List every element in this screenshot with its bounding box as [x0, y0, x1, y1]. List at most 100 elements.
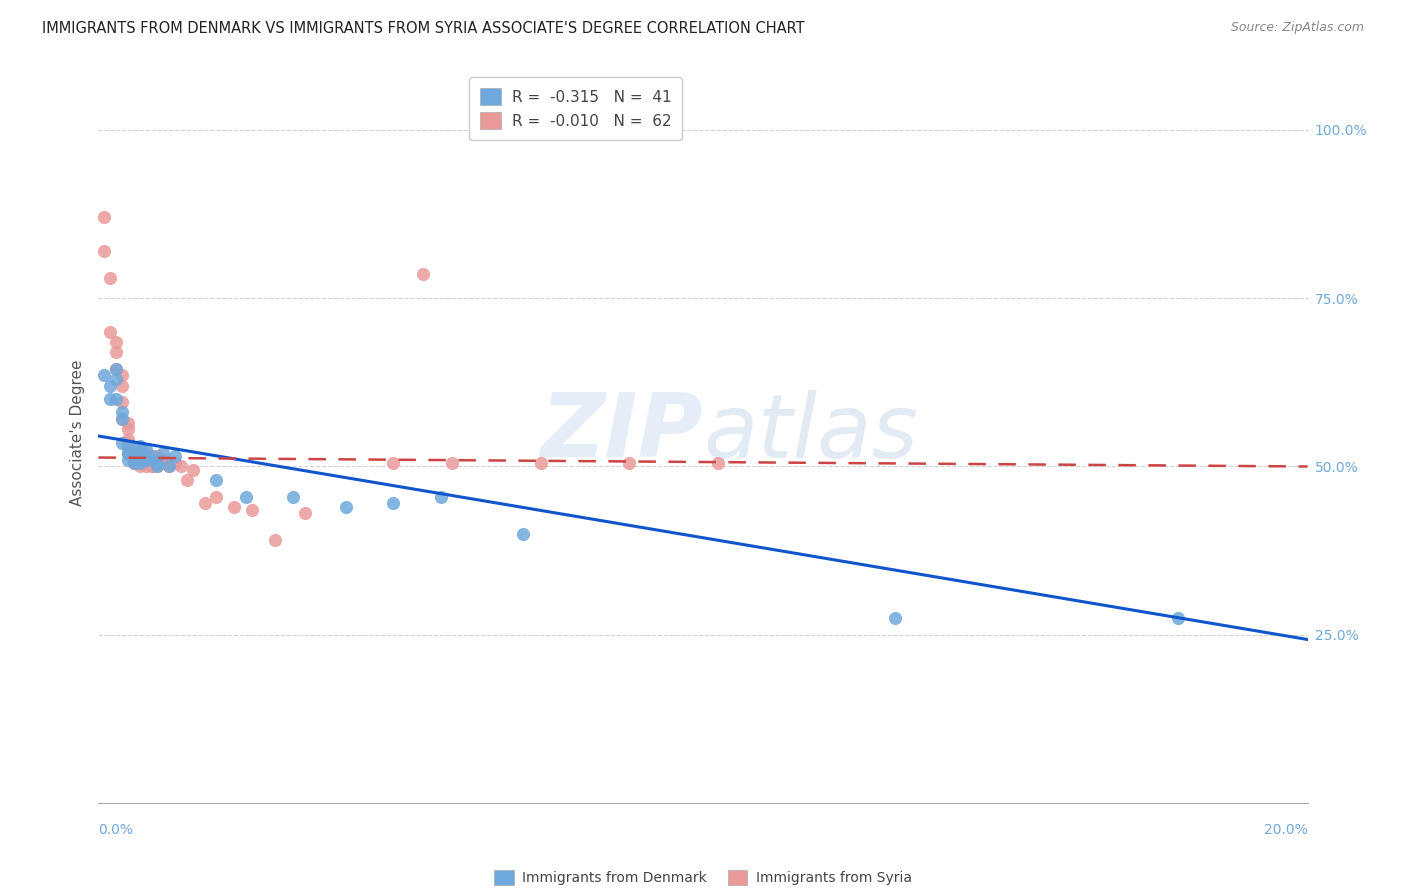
Point: [152, 452, 174, 467]
Point: [205, 473, 228, 487]
Point: [117, 452, 139, 467]
Point: [122, 452, 145, 467]
Text: Source: ZipAtlas.com: Source: ZipAtlas.com: [1230, 21, 1364, 35]
Point: [105, 361, 128, 376]
Point: [222, 500, 245, 514]
Point: [105, 392, 128, 406]
Point: [146, 456, 169, 470]
Point: [98, 392, 121, 406]
Point: [117, 446, 139, 460]
Point: [122, 446, 145, 460]
Point: [382, 496, 405, 510]
Point: [128, 459, 150, 474]
Point: [429, 490, 451, 504]
Point: [93, 244, 115, 258]
Point: [619, 456, 641, 470]
Point: [128, 439, 150, 453]
Text: 0.0%: 0.0%: [98, 822, 134, 837]
Point: [1167, 610, 1189, 624]
Point: [111, 412, 134, 426]
Point: [883, 610, 905, 624]
Point: [111, 405, 134, 419]
Point: [117, 439, 139, 453]
Point: [98, 270, 121, 285]
Point: [152, 456, 174, 470]
Y-axis label: Associate's Degree: Associate's Degree: [69, 359, 84, 506]
Point: [128, 446, 150, 460]
Point: [128, 449, 150, 463]
Point: [157, 459, 180, 474]
Point: [135, 449, 157, 463]
Point: [122, 442, 145, 457]
Point: [122, 442, 145, 457]
Point: [122, 452, 145, 467]
Point: [141, 456, 163, 470]
Point: [111, 435, 134, 450]
Point: [240, 503, 263, 517]
Point: [235, 490, 257, 504]
Point: [128, 442, 150, 457]
Point: [141, 452, 163, 467]
Point: [135, 452, 157, 467]
Point: [146, 459, 169, 474]
Point: [170, 459, 193, 474]
Point: [512, 526, 534, 541]
Point: [111, 412, 134, 426]
Point: [117, 416, 139, 430]
Point: [530, 456, 553, 470]
Point: [93, 368, 115, 383]
Point: [146, 449, 169, 463]
Point: [135, 449, 157, 463]
Point: [264, 533, 287, 548]
Point: [141, 459, 163, 474]
Point: [117, 446, 139, 460]
Point: [165, 456, 187, 470]
Point: [98, 325, 121, 339]
Point: [93, 211, 115, 225]
Point: [117, 435, 139, 450]
Point: [181, 462, 204, 476]
Point: [128, 452, 150, 467]
Point: [111, 395, 134, 409]
Point: [128, 456, 150, 470]
Text: IMMIGRANTS FROM DENMARK VS IMMIGRANTS FROM SYRIA ASSOCIATE'S DEGREE CORRELATION : IMMIGRANTS FROM DENMARK VS IMMIGRANTS FR…: [42, 21, 804, 37]
Point: [165, 449, 187, 463]
Point: [128, 456, 150, 470]
Point: [111, 368, 134, 383]
Point: [135, 452, 157, 467]
Point: [117, 446, 139, 460]
Point: [122, 449, 145, 463]
Text: atlas: atlas: [703, 390, 918, 475]
Point: [281, 490, 304, 504]
Point: [105, 344, 128, 359]
Point: [146, 452, 169, 467]
Legend: Immigrants from Denmark, Immigrants from Syria: Immigrants from Denmark, Immigrants from…: [488, 863, 918, 892]
Point: [105, 372, 128, 386]
Point: [128, 449, 150, 463]
Point: [117, 422, 139, 436]
Point: [141, 449, 163, 463]
Point: [128, 452, 150, 467]
Point: [105, 361, 128, 376]
Point: [194, 496, 217, 510]
Point: [706, 456, 728, 470]
Point: [122, 449, 145, 463]
Point: [412, 268, 434, 282]
Point: [111, 378, 134, 392]
Point: [294, 507, 316, 521]
Point: [135, 446, 157, 460]
Text: ZIP: ZIP: [540, 389, 703, 476]
Point: [157, 459, 180, 474]
Point: [122, 456, 145, 470]
Point: [135, 459, 157, 474]
Point: [135, 442, 157, 457]
Text: 20.0%: 20.0%: [1264, 822, 1308, 837]
Point: [441, 456, 464, 470]
Point: [205, 490, 228, 504]
Point: [146, 456, 169, 470]
Point: [141, 449, 163, 463]
Point: [105, 334, 128, 349]
Point: [146, 459, 169, 474]
Point: [382, 456, 405, 470]
Point: [117, 433, 139, 447]
